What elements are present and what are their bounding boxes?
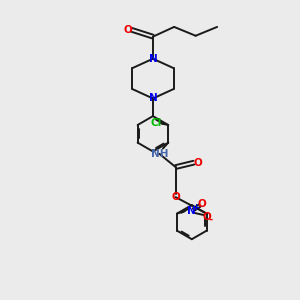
- Text: O: O: [124, 25, 132, 35]
- Text: O: O: [198, 199, 207, 209]
- Text: N: N: [148, 54, 157, 64]
- Text: O: O: [171, 192, 180, 202]
- Text: N: N: [148, 94, 157, 103]
- Text: NH: NH: [151, 149, 168, 159]
- Text: +: +: [192, 203, 199, 212]
- Text: O: O: [202, 212, 211, 221]
- Text: O: O: [193, 158, 202, 168]
- Text: -: -: [208, 215, 212, 225]
- Text: Cl: Cl: [150, 118, 161, 128]
- Text: N: N: [187, 206, 196, 216]
